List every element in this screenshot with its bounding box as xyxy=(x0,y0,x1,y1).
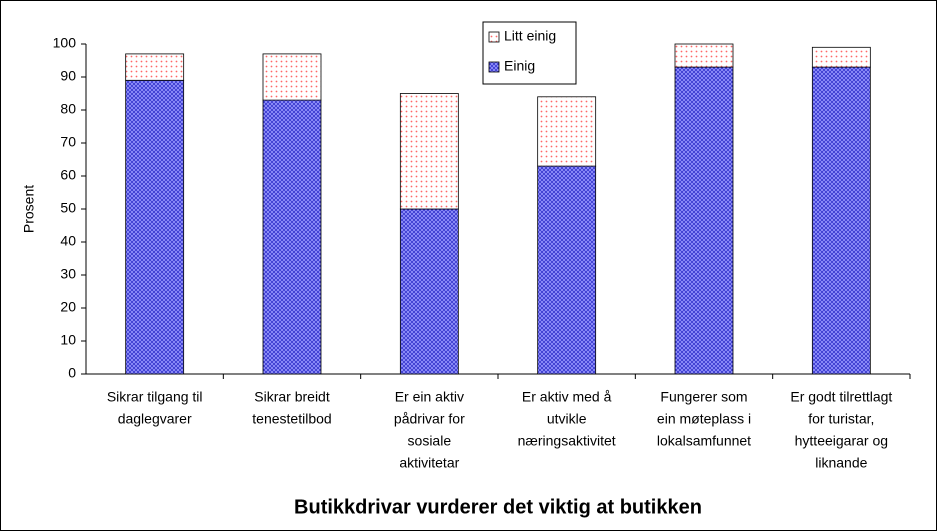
legend-swatch xyxy=(488,61,500,73)
bar-segment xyxy=(537,165,597,375)
x-tick-label: Sikrar breidt xyxy=(254,389,330,405)
y-tick-label: 30 xyxy=(60,266,76,282)
bar-segment xyxy=(262,53,322,101)
x-tick-label: lokalsamfunnet xyxy=(657,433,751,449)
x-tick-label: hytteeigarar og xyxy=(795,433,888,449)
y-tick-label: 20 xyxy=(60,299,76,315)
bar-segment xyxy=(262,99,322,375)
x-tick-label: liknande xyxy=(815,455,867,471)
x-tick-label: Fungerer som xyxy=(660,389,747,405)
y-tick-label: 90 xyxy=(60,68,76,84)
x-tick-label: Sikrar tilgang til xyxy=(107,389,203,405)
y-axis-label: Prosent xyxy=(21,185,37,233)
y-tick-label: 50 xyxy=(60,200,76,216)
x-tick-label: Er aktiv med å xyxy=(522,389,612,405)
y-tick-label: 40 xyxy=(60,233,76,249)
x-tick-label: aktivitetar xyxy=(399,455,459,471)
x-tick-label: tenestetilbod xyxy=(252,411,331,427)
y-tick-label: 60 xyxy=(60,167,76,183)
x-tick-label: ein møteplass i xyxy=(657,411,751,427)
y-tick-label: 0 xyxy=(68,365,76,381)
x-tick-label: Er godt tilrettlagt xyxy=(790,389,892,405)
x-tick-label: næringsaktivitet xyxy=(518,433,616,449)
bar-segment xyxy=(399,93,459,210)
x-tick-label: for turistar, xyxy=(808,411,874,427)
bar-segment xyxy=(674,43,734,68)
y-tick-label: 10 xyxy=(60,332,76,348)
x-tick-label: pådrivar for xyxy=(394,411,465,427)
y-tick-label: 70 xyxy=(60,134,76,150)
bar-segment xyxy=(537,96,597,167)
y-tick-label: 100 xyxy=(53,35,77,51)
bar-segment xyxy=(125,79,185,375)
legend-swatch xyxy=(488,31,500,43)
x-tick-label: utvikle xyxy=(547,411,587,427)
bar-segment xyxy=(399,208,459,375)
bar-segment xyxy=(811,46,871,68)
bar-segment xyxy=(811,66,871,375)
x-tick-label: daglegvarer xyxy=(118,411,192,427)
legend-label: Litt einig xyxy=(504,28,556,44)
x-tick-label: sosiale xyxy=(408,433,452,449)
bar-segment xyxy=(674,66,734,375)
legend-label: Einig xyxy=(504,58,535,74)
bar-segment xyxy=(125,53,185,81)
chart-title: Butikkdrivar vurderer det viktig at buti… xyxy=(294,496,702,518)
y-tick-label: 80 xyxy=(60,101,76,117)
x-tick-label: Er ein aktiv xyxy=(395,389,464,405)
